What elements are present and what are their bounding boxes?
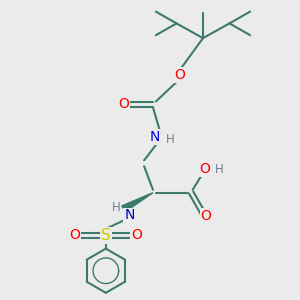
Text: N: N [124, 208, 135, 222]
Text: O: O [70, 228, 80, 242]
Text: H: H [166, 133, 174, 146]
Polygon shape [122, 193, 153, 212]
Text: O: O [199, 162, 210, 176]
Text: S: S [101, 228, 111, 243]
Text: O: O [118, 98, 129, 111]
Text: O: O [131, 228, 142, 242]
Text: O: O [200, 209, 211, 223]
Text: H: H [112, 201, 121, 214]
Text: H: H [215, 163, 224, 176]
Text: N: N [150, 130, 160, 144]
Text: O: O [174, 68, 185, 82]
